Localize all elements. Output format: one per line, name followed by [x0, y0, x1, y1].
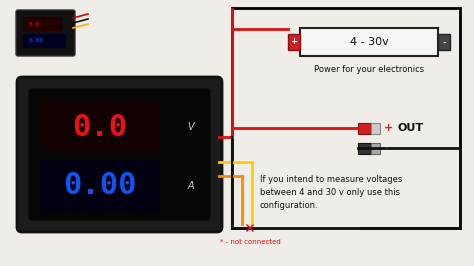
Text: +: +	[291, 38, 298, 47]
Text: A: A	[188, 181, 194, 191]
FancyBboxPatch shape	[17, 77, 222, 232]
Text: * - not connected: * - not connected	[219, 239, 281, 245]
Bar	[40, 102, 160, 152]
FancyBboxPatch shape	[16, 10, 75, 56]
Bar	[358, 143, 371, 153]
FancyBboxPatch shape	[29, 89, 210, 220]
Text: OUT: OUT	[398, 123, 424, 133]
Bar	[371, 143, 380, 153]
Text: V: V	[188, 122, 194, 132]
Text: 0.00: 0.00	[63, 172, 137, 201]
Text: -: -	[384, 143, 388, 153]
Bar	[300, 28, 438, 56]
Bar	[40, 160, 160, 212]
Bar	[288, 34, 300, 50]
Text: 0.00: 0.00	[28, 39, 44, 44]
Text: 0.0: 0.0	[28, 22, 40, 27]
Text: +: +	[384, 123, 393, 133]
Text: Power for your electronics: Power for your electronics	[314, 64, 424, 73]
Bar	[23, 17, 62, 31]
Text: 4 - 30v: 4 - 30v	[350, 37, 388, 47]
Text: -: -	[442, 37, 446, 47]
Text: 0.0: 0.0	[73, 113, 128, 142]
Bar	[23, 34, 66, 48]
Bar	[371, 123, 380, 134]
Text: If you intend to measure voltages
between 4 and 30 v only use this
configuration: If you intend to measure voltages betwee…	[260, 175, 402, 210]
Bar	[438, 34, 450, 50]
Bar	[358, 123, 371, 134]
